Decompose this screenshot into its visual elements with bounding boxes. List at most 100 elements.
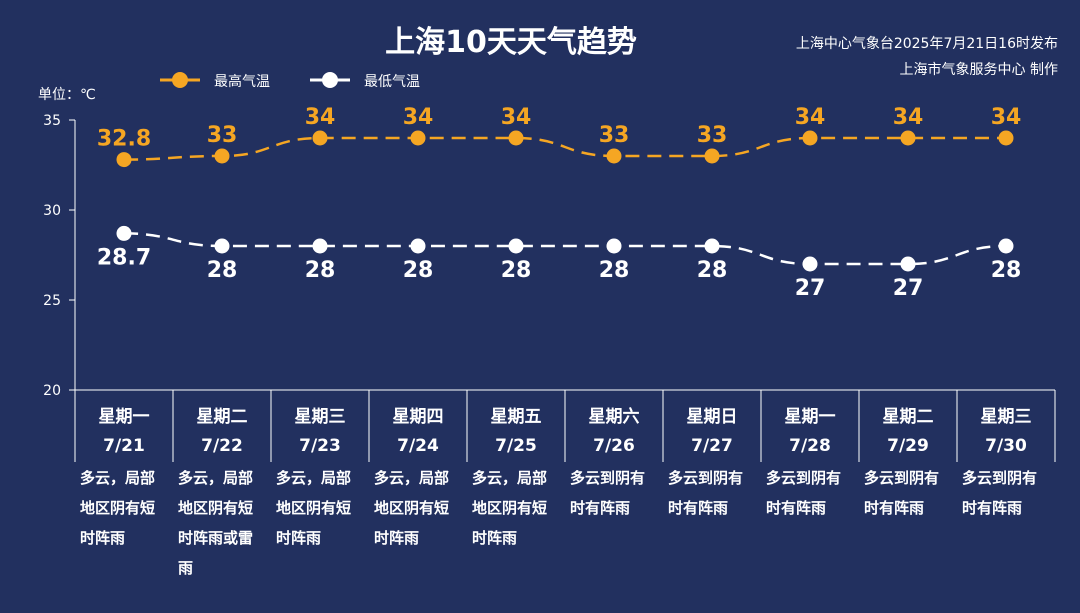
weather-description: 多云到阴有 时有阵雨 xyxy=(668,463,760,523)
x-tick-label: 7/29 xyxy=(887,436,929,456)
weather-description-line: 地区阴有短 xyxy=(178,499,254,517)
data-point xyxy=(214,148,230,164)
data-label: 28 xyxy=(697,258,728,283)
data-label: 28 xyxy=(403,258,434,283)
x-weekday-label: 星期三 xyxy=(981,407,1032,427)
x-weekday-label: 星期二 xyxy=(197,407,248,427)
data-point xyxy=(214,238,230,254)
data-label: 33 xyxy=(599,123,630,148)
x-tick-label: 7/25 xyxy=(495,436,537,456)
x-weekday-label: 星期四 xyxy=(393,407,444,427)
weather-description: 多云，局部地区阴有短时阵雨 xyxy=(472,463,564,553)
data-label: 28 xyxy=(991,258,1022,283)
weather-description-line: 多云，局部 xyxy=(472,469,548,487)
legend-low-marker xyxy=(322,72,338,88)
weather-description-line: 时阵雨 xyxy=(80,529,126,547)
x-tick-label: 7/26 xyxy=(593,436,635,456)
data-label: 34 xyxy=(795,105,826,130)
data-label: 34 xyxy=(991,105,1022,130)
series-high: 32.8 33 34 34 34 33 33 34 34 34 xyxy=(97,105,1022,168)
weather-description: 多云，局部地区阴有短时阵雨 xyxy=(374,463,466,553)
data-point xyxy=(998,238,1014,254)
data-point xyxy=(606,148,622,164)
weather-description: 多云到阴有 时有阵雨 xyxy=(570,463,662,523)
data-point xyxy=(116,152,132,168)
data-point xyxy=(508,130,524,146)
weather-description-line: 地区阴有短 xyxy=(276,499,352,517)
data-label: 28 xyxy=(599,258,630,283)
x-weekday-label: 星期六 xyxy=(589,406,640,427)
x-tick-label: 7/22 xyxy=(201,436,243,456)
data-point xyxy=(410,130,426,146)
x-tick-label: 7/21 xyxy=(103,436,145,456)
x-weekday-label: 星期二 xyxy=(883,407,934,427)
data-label: 28 xyxy=(207,258,238,283)
data-point xyxy=(802,130,818,146)
x-tick-label: 7/30 xyxy=(985,436,1027,456)
weather-description-line: 时有阵雨 xyxy=(668,499,729,517)
unit-label: 单位：℃ xyxy=(38,87,96,103)
data-point xyxy=(900,130,916,146)
legend-item-low: 最低气温 xyxy=(310,72,420,90)
x-weekday-label: 星期日 xyxy=(687,407,738,427)
weather-description: 多云，局部 地区阴有短 时阵雨 xyxy=(80,463,172,553)
weather-description: 多云，局部 地区阴有短 时阵雨 xyxy=(276,463,368,553)
data-label: 32.8 xyxy=(97,127,151,152)
data-point xyxy=(802,256,818,272)
legend-high-label: 最高气温 xyxy=(214,73,270,90)
data-label: 27 xyxy=(893,276,924,301)
x-tick-label: 7/24 xyxy=(397,436,439,456)
legend-item-high: 最高气温 xyxy=(160,72,270,90)
series-line xyxy=(123,232,1007,266)
data-label: 33 xyxy=(697,123,728,148)
series-low: 28.7 28 28 28 28 28 28 27 27 28 xyxy=(97,225,1022,301)
data-label: 28 xyxy=(305,258,336,283)
y-tick-label: 35 xyxy=(43,113,61,129)
data-point xyxy=(704,238,720,254)
x-tick-label: 7/27 xyxy=(691,436,733,456)
weather-description-line: 时阵雨或雷 xyxy=(178,529,254,547)
legend-low-label: 最低气温 xyxy=(364,74,420,90)
data-point xyxy=(508,238,524,254)
weather-description-line: 时有阵雨 xyxy=(766,499,827,517)
legend-high-marker xyxy=(172,72,188,88)
data-point xyxy=(606,238,622,254)
weather-description-line: 多云到阴有 xyxy=(570,469,646,487)
x-weekday-label: 星期三 xyxy=(295,407,346,427)
weather-description-line: 时有阵雨 xyxy=(962,499,1023,517)
data-label: 27 xyxy=(795,276,826,301)
weather-description-line: 多云，局部 xyxy=(374,469,450,487)
weather-description-line: 时有阵雨 xyxy=(864,499,925,517)
data-label: 28 xyxy=(501,258,532,283)
data-label: 34 xyxy=(403,105,434,130)
weather-description-line: 时阵雨 xyxy=(276,529,322,547)
data-point xyxy=(998,130,1014,146)
data-label: 34 xyxy=(893,105,924,130)
weather-description-line: 多云到阴有 xyxy=(864,469,940,487)
weather-description-line: 多云到阴有 xyxy=(766,469,842,487)
weather-description-line: 多云到阴有 xyxy=(668,469,744,487)
weather-description-line: 多云，局部 xyxy=(178,469,254,487)
source-publisher: 上海中心气象台2025年7月21日16时发布 xyxy=(796,36,1058,52)
data-label: 34 xyxy=(501,105,532,130)
x-weekday-label: 星期一 xyxy=(785,407,836,427)
data-label: 33 xyxy=(207,123,238,148)
y-tick-label: 20 xyxy=(43,383,61,399)
weather-description: 多云到阴有 时有阵雨 xyxy=(864,463,956,523)
weather-description-line: 地区阴有短 xyxy=(472,499,548,517)
weather-description: 多云，局部 地区阴有短 时阵雨或雷雨 xyxy=(178,463,270,583)
weather-description-line: 时阵雨 xyxy=(374,529,420,547)
data-point xyxy=(312,130,328,146)
x-weekday-label: 星期一 xyxy=(99,407,150,427)
y-tick-label: 30 xyxy=(43,203,61,219)
weather-description-line: 时阵雨 xyxy=(472,529,518,547)
data-point xyxy=(410,238,426,254)
weather-description-line: 地区阴有短 xyxy=(374,499,450,517)
weather-description-line: 地区阴有短 xyxy=(80,499,156,517)
series-line xyxy=(123,136,1006,161)
y-tick-label: 25 xyxy=(43,293,61,309)
data-point xyxy=(116,225,132,241)
x-tick-label: 7/28 xyxy=(789,436,831,456)
source-producer: 上海市气象服务中心 制作 xyxy=(900,61,1058,78)
